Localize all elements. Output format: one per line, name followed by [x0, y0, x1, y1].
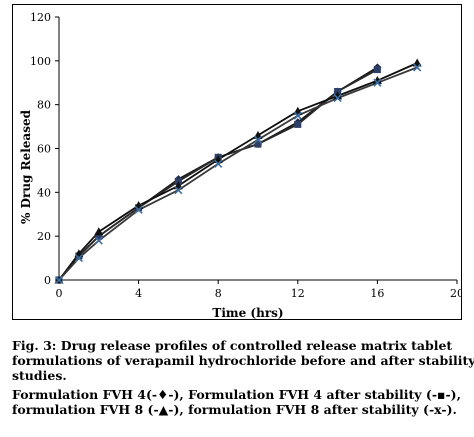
x-axis-title: Time (hrs) [212, 306, 283, 319]
y-axis-title: % Drug Released [19, 109, 33, 224]
y-tick-label: 60 [37, 143, 51, 156]
y-tick-label: 0 [44, 274, 51, 287]
x-tick-label: 20 [450, 287, 461, 300]
data-point-square [254, 140, 262, 148]
axes [55, 16, 458, 284]
x-tick-label: 0 [56, 287, 63, 300]
data-point-x [94, 236, 103, 245]
data-point-x [74, 254, 83, 263]
data-point-x [174, 186, 183, 195]
data-point-triangle [94, 227, 104, 236]
data-point-x [134, 205, 143, 214]
x-tick-label: 8 [215, 287, 222, 300]
chart-frame: 0 20 40 60 80 100 120 0 4 8 12 16 20 % Drug Released… [12, 4, 462, 320]
data-point-x [54, 275, 64, 285]
series-line-triangle [58, 62, 418, 281]
data-point-x [413, 63, 422, 72]
y-tick-label: 40 [37, 186, 51, 199]
data-point-triangle [333, 91, 343, 100]
data-point-square [294, 120, 302, 128]
data-point-x [214, 159, 223, 168]
y-tick-label: 100 [30, 55, 51, 68]
y-tick-label: 120 [30, 11, 51, 24]
figure-caption-line-3: studies. [12, 368, 67, 383]
data-point-x [293, 111, 302, 120]
figure-legend-line-1: Formulation FVH 4(-♦-), Formulation FVH … [12, 387, 461, 402]
data-point-x [333, 94, 342, 103]
x-tick-label: 12 [291, 287, 305, 300]
data-point-square [95, 232, 103, 240]
data-point-x [253, 135, 263, 144]
tick-labels: 0 20 40 60 80 100 120 0 4 8 12 16 20 [30, 11, 461, 300]
y-tick-label: 80 [37, 99, 51, 112]
x-tick-label: 16 [370, 287, 384, 300]
figure-caption-line-2: formulations of verapamil hydrochloride … [12, 353, 474, 368]
figure-legend-line-2: formulation FVH 8 (-▲-), formulation FVH… [12, 402, 457, 417]
series-line-x [58, 66, 418, 281]
figure-caption-line-1: Fig. 3: Drug release profiles of control… [12, 338, 453, 353]
data-point-square [373, 66, 381, 74]
series-line-square [58, 68, 378, 281]
data-point-triangle [372, 76, 382, 85]
data-point-x [373, 78, 382, 87]
series-lines [58, 62, 418, 281]
drug-release-chart: 0 20 40 60 80 100 120 0 4 8 12 16 20 % Drug Released… [19, 11, 461, 319]
series-markers [54, 58, 422, 285]
x-tick-label: 4 [135, 287, 142, 300]
y-tick-label: 20 [37, 230, 51, 243]
